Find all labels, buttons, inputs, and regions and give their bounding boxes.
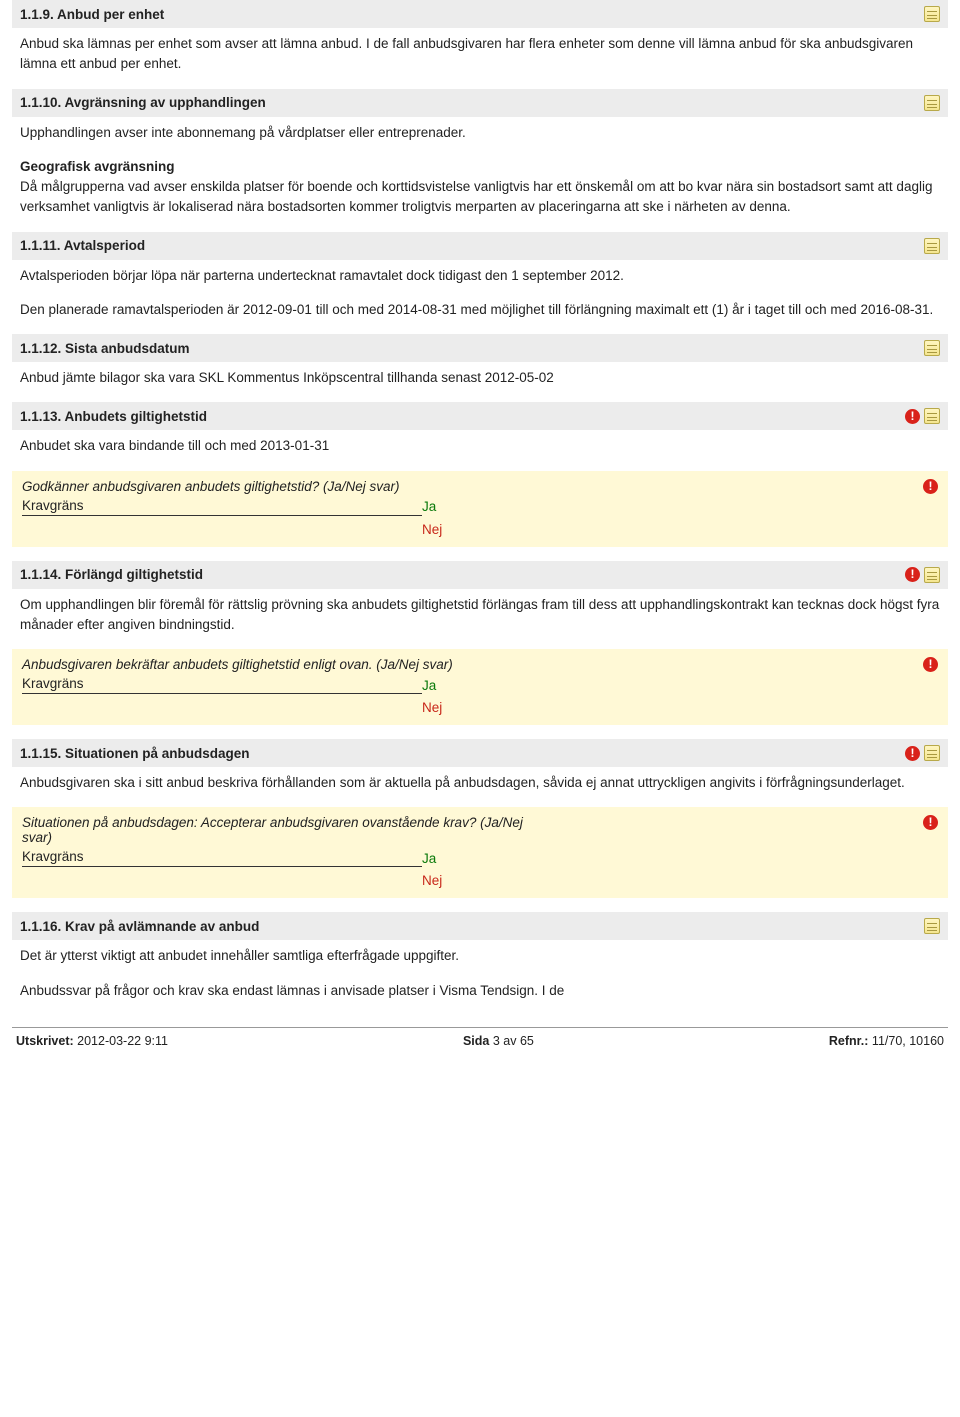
section-title: 1.1.9. Anbud per enhet	[20, 7, 164, 22]
section-header: 1.1.13. Anbudets giltighetstid	[12, 402, 948, 430]
paragraph: Avtalsperioden börjar löpa när parterna …	[20, 266, 940, 286]
section-header: 1.1.11. Avtalsperiod	[12, 232, 948, 260]
page-footer: Utskrivet: 2012-03-22 9:11 Sida 3 av 65 …	[12, 1027, 948, 1048]
kravgrans-label: Kravgräns	[22, 498, 422, 516]
section-body: Upphandlingen avser inte abonnemang på v…	[12, 117, 948, 218]
section-title: 1.1.15. Situationen på anbudsdagen	[20, 746, 250, 761]
note-icon[interactable]	[924, 238, 940, 254]
ref-value: 11/70, 10160	[872, 1034, 944, 1048]
ref-label: Refnr.:	[829, 1034, 869, 1048]
paragraph: Det är ytterst viktigt att anbudet inneh…	[20, 946, 940, 966]
paragraph: Om upphandlingen blir föremål för rättsl…	[20, 595, 940, 636]
paragraph: Den planerade ramavtalsperioden är 2012-…	[20, 300, 940, 320]
subheading: Geografisk avgränsning	[20, 159, 175, 174]
answer-nej[interactable]: Nej	[422, 522, 442, 537]
section-icons	[924, 340, 940, 356]
answer-ja[interactable]: Ja	[422, 851, 436, 866]
note-icon[interactable]	[924, 745, 940, 761]
paragraph: Anbudet ska vara bindande till och med 2…	[20, 436, 940, 456]
note-icon[interactable]	[924, 95, 940, 111]
alert-icon	[923, 657, 938, 672]
question-text: Situationen på anbudsdagen: Accepterar a…	[22, 815, 542, 845]
answer-nej[interactable]: Nej	[422, 873, 442, 888]
section-body: Om upphandlingen blir föremål för rättsl…	[12, 589, 948, 636]
question-box: Anbudsgivaren bekräftar anbudets giltigh…	[12, 649, 948, 725]
section-title: 1.1.14. Förlängd giltighetstid	[20, 567, 203, 582]
alert-icon	[905, 409, 920, 424]
section-title: 1.1.10. Avgränsning av upphandlingen	[20, 95, 266, 110]
section-icons	[924, 6, 940, 22]
section-icons	[905, 745, 940, 761]
printed-value: 2012-03-22 9:11	[77, 1034, 168, 1048]
note-icon[interactable]	[924, 408, 940, 424]
page-sep: av	[503, 1034, 516, 1048]
section-title: 1.1.16. Krav på avlämnande av anbud	[20, 919, 259, 934]
paragraph: Anbudssvar på frågor och krav ska endast…	[20, 981, 940, 1001]
note-icon[interactable]	[924, 918, 940, 934]
alert-icon	[923, 815, 938, 830]
section-body: Avtalsperioden börjar löpa när parterna …	[12, 260, 948, 321]
section-body: Anbudsgivaren ska i sitt anbud beskriva …	[12, 767, 948, 793]
page-total: 65	[520, 1034, 534, 1048]
paragraph: Anbud jämte bilagor ska vara SKL Komment…	[20, 368, 940, 388]
section-header: 1.1.15. Situationen på anbudsdagen	[12, 739, 948, 767]
section-icons	[905, 567, 940, 583]
section-header: 1.1.9. Anbud per enhet	[12, 0, 948, 28]
printed-label: Utskrivet:	[16, 1034, 74, 1048]
answer-nej[interactable]: Nej	[422, 700, 442, 715]
paragraph: Då målgrupperna vad avser enskilda plats…	[20, 177, 940, 218]
page-current: 3	[493, 1034, 500, 1048]
section-icons	[924, 238, 940, 254]
page-label: Sida	[463, 1034, 489, 1048]
section-icons	[924, 918, 940, 934]
section-body: Anbudet ska vara bindande till och med 2…	[12, 430, 948, 456]
section-icons	[905, 408, 940, 424]
alert-icon	[923, 479, 938, 494]
question-box: Godkänner anbudsgivaren anbudets giltigh…	[12, 471, 948, 547]
paragraph: Anbudsgivaren ska i sitt anbud beskriva …	[20, 773, 940, 793]
kravgrans-label: Kravgräns	[22, 676, 422, 694]
question-text: Anbudsgivaren bekräftar anbudets giltigh…	[22, 657, 542, 672]
section-title: 1.1.12. Sista anbudsdatum	[20, 341, 190, 356]
section-body: Anbud ska lämnas per enhet som avser att…	[12, 28, 948, 75]
question-text: Godkänner anbudsgivaren anbudets giltigh…	[22, 479, 542, 494]
section-body: Det är ytterst viktigt att anbudet inneh…	[12, 940, 948, 1001]
paragraph: Anbud ska lämnas per enhet som avser att…	[20, 34, 940, 75]
alert-icon	[905, 567, 920, 582]
note-icon[interactable]	[924, 340, 940, 356]
answer-ja[interactable]: Ja	[422, 499, 436, 514]
kravgrans-label: Kravgräns	[22, 849, 422, 867]
paragraph: Upphandlingen avser inte abonnemang på v…	[20, 123, 940, 143]
note-icon[interactable]	[924, 6, 940, 22]
section-header: 1.1.10. Avgränsning av upphandlingen	[12, 89, 948, 117]
question-box: Situationen på anbudsdagen: Accepterar a…	[12, 807, 948, 898]
section-title: 1.1.11. Avtalsperiod	[20, 238, 145, 253]
section-body: Anbud jämte bilagor ska vara SKL Komment…	[12, 362, 948, 388]
note-icon[interactable]	[924, 567, 940, 583]
section-header: 1.1.12. Sista anbudsdatum	[12, 334, 948, 362]
section-icons	[924, 95, 940, 111]
section-header: 1.1.16. Krav på avlämnande av anbud	[12, 912, 948, 940]
alert-icon	[905, 746, 920, 761]
answer-ja[interactable]: Ja	[422, 678, 436, 693]
section-header: 1.1.14. Förlängd giltighetstid	[12, 561, 948, 589]
section-title: 1.1.13. Anbudets giltighetstid	[20, 409, 207, 424]
